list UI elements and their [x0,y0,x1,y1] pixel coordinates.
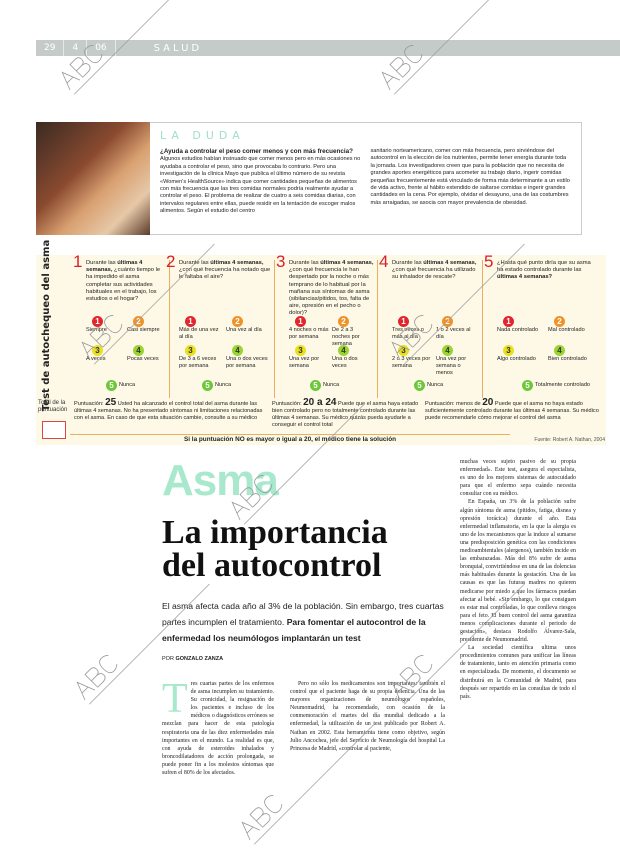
score-circle: 2 [133,316,144,327]
duda-col2: sanitario norteamericano, comer con más … [370,148,570,206]
question-number: 5 [484,252,494,271]
date-day: 29 [36,40,65,56]
answer-option[interactable]: 5 Totalmente controlado [522,380,597,391]
score-circle: 1 [185,316,196,327]
answer-option[interactable]: 4 Bien controlado [548,345,587,362]
duda-col1: Algunos estudios habían insinuado que co… [160,156,361,215]
score-interpretation: Puntuación: 25 Usted ha alcanzado el con… [74,397,263,422]
answer-option[interactable]: 1 Más de una vez al día [179,316,219,340]
test-footer: Si la puntuación NO es mayor o igual a 2… [70,434,510,445]
article-col3: muchas veces sujeto pasivo de su propia … [460,459,576,700]
answer-option[interactable]: 1 Nada controlado [497,316,539,333]
question-number: 2 [166,252,176,271]
score-circle: 5 [310,380,321,391]
article-headline: La importancia del autocontrol [162,514,388,584]
score-circle: 4 [232,345,243,356]
article-col2: Pero no sólo los medicamentos son import… [290,681,445,752]
answer-option[interactable]: 4 Una o dos veces [332,345,358,369]
score-interpretation: Puntuación: menos de 20 Puede que el asm… [425,397,599,422]
question-5: 5 ¿Hasta qué punto diría que su asma ha e… [483,252,601,398]
total-score-label: Total de la puntuación [38,400,68,413]
answer-option[interactable]: 4 Una o dos veces por semana [226,345,268,369]
question-2: 2 Durante las últimas 4 semanas, ¿con qué… [165,252,275,398]
score-circle: 1 [295,316,306,327]
score-circle: 4 [554,345,565,356]
answer-option[interactable]: 3 Una vez por semana [289,345,320,369]
answer-option[interactable]: 2 Casi siempre [127,316,160,333]
section-name: SALUD [153,42,203,54]
photo-eating [36,122,150,235]
score-interpretation: Puntuación: 20 a 24 Puede que el asma ha… [272,397,419,429]
score-circle: 1 [92,316,103,327]
score-circle: 5 [522,380,533,391]
answer-option[interactable]: 4 Una vez por semana o menos [436,345,467,376]
section-header-band: 29 4 06 SALUD [36,40,620,56]
la-duda-box: LA DUDA ¿Ayuda a controlar el peso comer… [150,122,582,235]
score-circle: 3 [185,345,196,356]
question-number: 1 [73,252,83,271]
score-circle: 2 [554,316,565,327]
date-year: 06 [87,40,116,56]
score-circle: 2 [442,316,453,327]
score-circle: 5 [106,380,117,391]
answer-option[interactable]: 5 Nunca [310,380,374,391]
answer-option[interactable]: 1 Siempre [86,316,107,333]
duda-question: ¿Ayuda a controlar el peso comer menos y… [160,148,353,155]
score-circle: 5 [414,380,425,391]
score-circle: 3 [503,345,514,356]
la-duda-label: LA DUDA [160,129,245,142]
score-circle: 2 [232,316,243,327]
question-3: 3 Durante las últimas 4 semanas, ¿con qué… [275,252,378,398]
answer-option[interactable]: 1 Tres veces o más al día [392,316,424,340]
score-circle: 3 [92,345,103,356]
total-score-box[interactable] [42,421,66,439]
score-circle: 5 [202,380,213,391]
answer-option[interactable]: 2 De 2 a 3 noches por semana [332,316,360,347]
score-circle: 4 [133,345,144,356]
date-month: 4 [64,40,88,56]
score-circle: 3 [295,345,306,356]
answer-option[interactable]: 5 Nunca [414,380,479,391]
score-circle: 1 [503,316,514,327]
question-4: 4 Durante las últimas 4 semanas, ¿con qué… [378,252,483,398]
answer-option[interactable]: 2 Mal controlado [548,316,585,333]
answer-option[interactable]: 2 Una vez al día [226,316,262,333]
score-circle: 2 [338,316,349,327]
question-number: 4 [379,252,389,271]
test-source: Fuente: Robert A. Nathan, 2004 [534,437,605,443]
answer-option[interactable]: 3 De 3 a 6 veces por semana [179,345,217,369]
score-circle: 4 [442,345,453,356]
answer-option[interactable]: 3 Algo controlado [497,345,536,362]
test-title: Test de autochequeo del asma [41,239,53,411]
question-number: 3 [276,252,286,271]
answer-option[interactable]: 4 Pocas veces [127,345,159,362]
byline: POR GONZALO ZANZA [162,656,224,662]
score-circle: 1 [398,316,409,327]
article-deck: El asma afecta cada año al 3% de la pobl… [162,601,444,643]
answer-option[interactable]: 5 Nunca [202,380,271,391]
score-circle: 3 [398,345,409,356]
question-1: 1 Durante las últimas 4 semanas, ¿cuánto … [72,252,170,398]
score-circle: 4 [338,345,349,356]
article-kicker: Asma [162,456,279,505]
answer-option[interactable]: 5 Nunca [106,380,166,391]
